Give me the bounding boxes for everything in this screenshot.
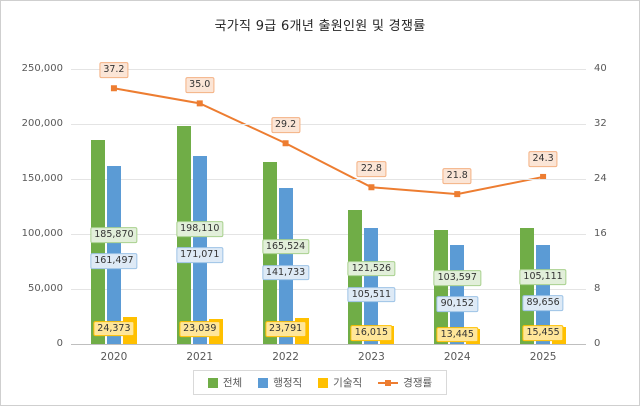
data-label-total-2024: 103,597 [433, 269, 481, 286]
line-label-2022: 29.2 [271, 117, 301, 134]
legend-swatch-total [207, 377, 218, 388]
bar-total-2023 [348, 210, 363, 344]
data-label-tech-2025: 15,455 [522, 325, 564, 342]
data-label-admin-2020: 161,497 [90, 253, 138, 270]
x-axis-label-2023: 2023 [358, 351, 385, 363]
data-label-total-2022: 165,524 [261, 238, 310, 255]
data-label-tech-2023: 16,015 [350, 325, 393, 342]
left-axis-tick-label: 100,000 [21, 228, 63, 239]
data-label-admin-2024: 90,152 [436, 295, 478, 312]
legend-line-swatch [378, 378, 399, 388]
data-label-total-2025: 105,111 [519, 269, 567, 286]
line-label-2021: 35.0 [185, 77, 215, 94]
gridline [71, 233, 586, 235]
line-marker-2020 [110, 85, 117, 92]
bar-total-2024 [434, 230, 449, 344]
legend-item-tech: 기술직 [318, 375, 362, 390]
line-label-2025: 24.3 [528, 151, 558, 167]
legend-wrap: 전체 행정직 기술직 경쟁률 [1, 370, 639, 395]
bar-admin-2024 [450, 244, 465, 344]
right-axis-tick-label: 16 [594, 228, 607, 239]
data-label-total-2021: 198,110 [176, 221, 224, 238]
left-axis-tick-label: 50,000 [28, 283, 63, 294]
left-axis-tick-label: 150,000 [21, 173, 63, 184]
legend-label-rate: 경쟁률 [403, 377, 433, 389]
bar-total-2025 [520, 228, 535, 344]
chart-title: 국가직 9급 6개년 출원인원 및 경쟁률 [214, 19, 426, 34]
left-axis-tick-label: 250,000 [21, 63, 63, 74]
right-axis-tick-label: 0 [594, 338, 601, 349]
data-label-tech-2024: 13,445 [436, 326, 478, 343]
gridline [71, 123, 586, 125]
right-axis-tick-label: 32 [594, 118, 607, 129]
data-label-admin-2023: 105,511 [347, 286, 396, 303]
legend: 전체 행정직 기술직 경쟁률 [192, 370, 448, 395]
data-label-total-2023: 121,526 [347, 260, 396, 277]
data-label-admin-2022: 141,733 [261, 264, 310, 281]
x-axis-label-2025: 2025 [529, 351, 557, 363]
data-label-tech-2021: 23,039 [179, 321, 221, 338]
legend-item-total: 전체 [207, 375, 243, 390]
data-label-admin-2021: 171,071 [176, 247, 224, 264]
legend-label-admin: 행정직 [273, 377, 303, 389]
left-axis-tick-label: 200,000 [21, 118, 63, 129]
legend-swatch-tech [318, 377, 329, 388]
data-label-total-2020: 185,870 [90, 227, 138, 244]
data-label-admin-2025: 89,656 [522, 295, 564, 312]
x-axis-line [71, 343, 586, 345]
line-label-2023: 22.8 [356, 161, 386, 178]
gridline [71, 288, 586, 290]
right-axis-tick-label: 24 [594, 173, 607, 184]
right-axis-tick-label: 8 [594, 283, 601, 294]
data-label-tech-2022: 23,791 [264, 320, 307, 337]
x-axis-label-2022: 2022 [272, 351, 299, 363]
gridline [71, 68, 586, 70]
x-axis-label-2020: 2020 [100, 351, 128, 363]
line-marker-2021 [196, 100, 203, 107]
legend-item-admin: 행정직 [258, 375, 302, 390]
data-label-tech-2020: 24,373 [93, 320, 135, 337]
left-axis-tick-label: 0 [56, 338, 63, 349]
line-marker-2023 [368, 184, 375, 191]
line-marker-2022 [282, 140, 289, 147]
legend-swatch-admin [258, 377, 269, 388]
line-marker-2024 [454, 191, 461, 198]
legend-label-total: 전체 [222, 377, 243, 389]
right-axis-tick-label: 40 [594, 63, 607, 74]
legend-label-tech: 기술직 [333, 377, 363, 389]
x-axis-label-2021: 2021 [186, 351, 214, 363]
x-axis-label-2024: 2024 [443, 351, 471, 363]
legend-item-rate: 경쟁률 [378, 375, 432, 390]
gridline [71, 178, 586, 180]
line-label-2020: 37.2 [99, 62, 129, 79]
bar-admin-2023 [364, 227, 379, 344]
line-label-2024: 21.8 [442, 168, 472, 185]
